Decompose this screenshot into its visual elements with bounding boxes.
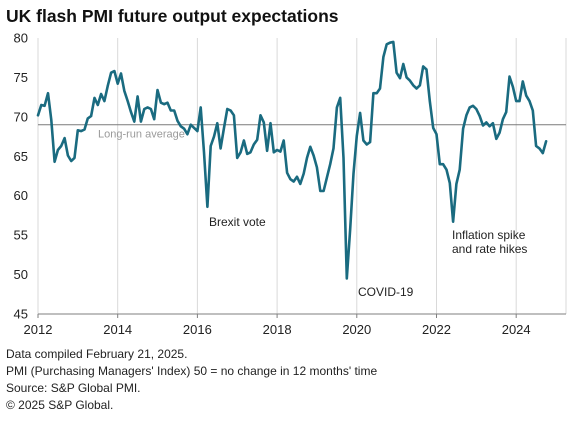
- line-chart: 45 50 55 60 65 70 75 80 2012 2014 2016 2018 2020 202…: [14, 31, 567, 337]
- y-tick-label: 50: [14, 267, 28, 282]
- x-tick-label: 2012: [24, 322, 53, 337]
- x-tick-label: 2016: [183, 322, 212, 337]
- y-tick-label: 45: [14, 307, 28, 322]
- chart-title: UK flash PMI future output expectations: [6, 6, 339, 26]
- x-axis-ticks: [37, 314, 517, 318]
- y-tick-label: 80: [14, 31, 28, 46]
- x-tick-label: 2022: [422, 322, 451, 337]
- x-tick-label: 2020: [342, 322, 371, 337]
- footer-date: Data compiled February 21, 2025.: [6, 347, 188, 361]
- y-tick-label: 60: [14, 188, 28, 203]
- y-tick-labels: 45 50 55 60 65 70 75 80: [14, 31, 28, 322]
- grid-lines: [37, 38, 567, 314]
- series-line: [36, 40, 548, 280]
- footer-source: Source: S&P Global PMI.: [6, 381, 141, 395]
- annotation-covid: COVID-19: [358, 285, 414, 299]
- annotation-inflation-line2: and rate hikes: [452, 242, 527, 256]
- x-tick-labels: 2012 2014 2016 2018 2020 2022 2024: [24, 322, 531, 337]
- x-tick-label: 2024: [502, 322, 531, 337]
- reference-line-label: Long-run average: [98, 129, 185, 141]
- footer-definition: PMI (Purchasing Managers' Index) 50 = no…: [6, 364, 378, 378]
- annotation-brexit: Brexit vote: [209, 215, 266, 229]
- y-tick-label: 70: [14, 109, 28, 124]
- footer-copyright: © 2025 S&P Global.: [6, 398, 114, 412]
- y-tick-label: 55: [14, 228, 28, 243]
- x-tick-label: 2018: [263, 322, 292, 337]
- chart-footer: Data compiled February 21, 2025. PMI (Pu…: [6, 346, 377, 414]
- annotation-inflation-line1: Inflation spike: [452, 228, 526, 242]
- x-tick-label: 2014: [103, 322, 132, 337]
- y-tick-label: 75: [14, 70, 28, 85]
- y-tick-label: 65: [14, 149, 28, 164]
